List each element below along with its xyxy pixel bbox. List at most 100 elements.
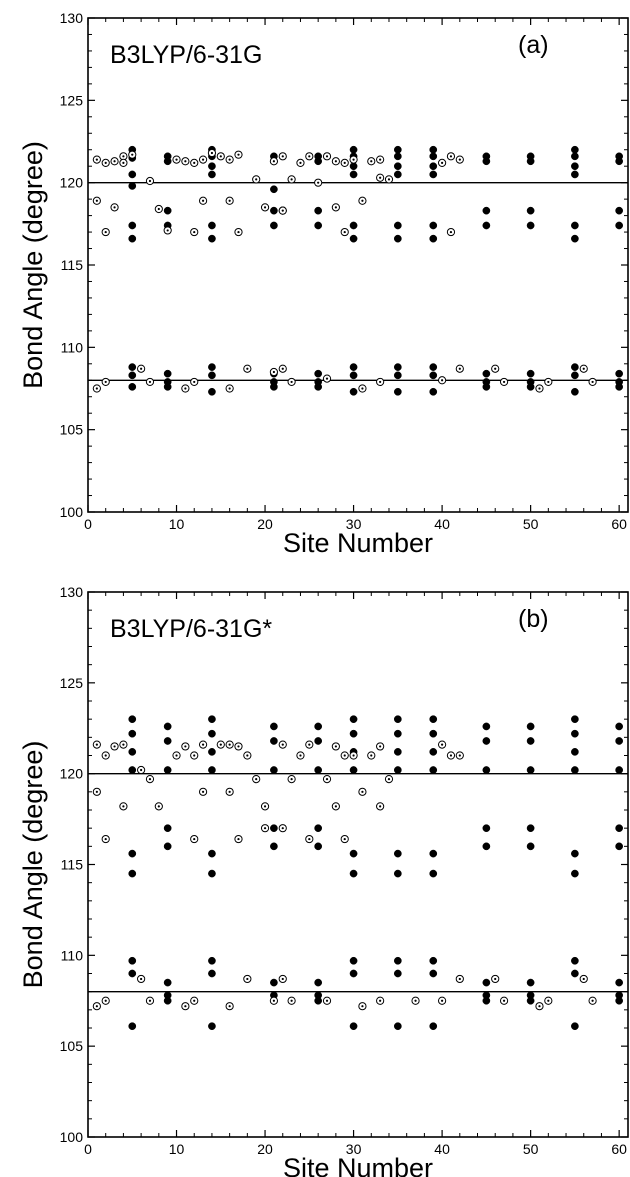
data-point-open-dot: [140, 367, 143, 370]
data-point-open-dot: [379, 380, 382, 384]
data-point-open-dot: [325, 155, 329, 158]
data-point-open-dot: [95, 790, 98, 793]
panel-a: 0 10 20 30 40 50 60 100 105 110 115 120 125 130 B3LYP…: [18, 10, 629, 558]
data-point-open-dot: [591, 380, 594, 384]
data-point-filled: [429, 145, 438, 154]
x-tick-label: 40: [434, 1141, 450, 1157]
data-point-filled: [128, 221, 137, 230]
data-point-filled: [393, 221, 402, 230]
data-point-filled: [163, 842, 172, 851]
data-point-filled: [393, 956, 402, 965]
data-point-filled: [314, 206, 323, 215]
data-point-filled: [349, 969, 358, 978]
data-point-open-dot: [263, 805, 267, 808]
data-point-filled: [482, 157, 491, 166]
data-point-filled: [349, 869, 358, 878]
data-point-filled: [526, 996, 535, 1005]
data-point-filled: [393, 152, 402, 161]
data-point-filled: [128, 363, 137, 371]
y-tick-label: 120: [60, 766, 84, 782]
data-point-open-dot: [449, 230, 453, 234]
data-point-open-dot: [175, 754, 178, 757]
data-points: [92, 145, 623, 396]
x-tick-label: 60: [611, 1141, 627, 1157]
data-point-open-dot: [458, 367, 461, 370]
data-point-open-dot: [343, 230, 346, 234]
x-tick-label: 20: [257, 1141, 273, 1157]
data-point-filled: [208, 748, 216, 756]
data-point-filled: [482, 996, 491, 1005]
x-tick-label: 30: [346, 516, 362, 532]
data-point-open-dot: [449, 155, 453, 158]
data-point-filled: [314, 383, 323, 391]
data-point-filled: [482, 766, 491, 774]
x-tick-label: 30: [346, 1141, 362, 1157]
data-point-open-dot: [272, 160, 276, 163]
data-point-open-dot: [281, 155, 284, 158]
data-point-filled: [163, 369, 172, 378]
data-point-open-dot: [228, 387, 231, 390]
data-point-filled: [270, 737, 278, 745]
data-point-open-dot: [281, 743, 284, 746]
panel-label: (b): [518, 605, 549, 633]
data-point-open-dot: [184, 160, 187, 163]
data-point-filled: [208, 849, 216, 858]
data-point-open-dot: [228, 158, 231, 161]
data-point-filled: [571, 729, 579, 738]
x-tick-label: 0: [84, 516, 92, 532]
data-point-filled: [615, 369, 623, 378]
data-point-filled: [314, 722, 323, 731]
data-point-filled: [270, 842, 278, 851]
data-point-filled: [571, 748, 579, 756]
data-point-filled: [393, 145, 402, 154]
data-point-filled: [314, 737, 323, 745]
data-point-open-dot: [193, 837, 196, 841]
data-point-filled: [208, 969, 216, 978]
data-point-filled: [349, 371, 358, 380]
data-point-open-dot: [246, 977, 249, 981]
data-point-filled: [429, 849, 438, 858]
data-point-open-dot: [538, 1005, 541, 1008]
data-point-filled: [163, 737, 172, 745]
data-point-filled: [349, 221, 358, 230]
data-point-open-dot: [299, 754, 302, 757]
panel-b: 0 10 20 30 40 50 60 100 105 110 115 120 125 130 B3LYP…: [18, 584, 629, 1177]
x-tick-label: 60: [611, 516, 627, 532]
data-point-open-dot: [440, 379, 444, 382]
data-point-filled: [163, 383, 172, 391]
data-point-filled: [270, 206, 278, 215]
data-point-open-dot: [414, 999, 417, 1002]
data-point-filled: [571, 371, 579, 380]
data-point-open-dot: [104, 754, 107, 757]
data-point-filled: [615, 206, 623, 215]
data-point-filled: [526, 824, 535, 833]
data-point-filled: [208, 170, 216, 179]
data-point-open-dot: [281, 209, 284, 212]
data-point-open-dot: [237, 837, 240, 841]
data-point-filled: [571, 145, 579, 154]
data-point-filled: [571, 956, 579, 965]
data-point-open-dot: [104, 999, 107, 1002]
data-point-open-dot: [122, 161, 125, 165]
data-point-filled: [571, 234, 579, 243]
data-point-filled: [270, 185, 278, 194]
panel-title: B3LYP/6-31G*: [110, 615, 272, 643]
data-point-filled: [615, 996, 623, 1005]
data-point-filled: [349, 170, 358, 179]
data-point-open-dot: [379, 176, 382, 179]
data-point-filled: [208, 234, 216, 243]
y-tick-label: 130: [60, 584, 84, 600]
data-point-filled: [571, 152, 579, 161]
data-point-filled: [349, 145, 358, 154]
data-point-filled: [208, 371, 216, 380]
y-tick-label: 120: [60, 175, 84, 191]
data-point-open-dot: [193, 161, 196, 165]
data-point-filled: [429, 152, 438, 161]
data-point-open-dot: [201, 199, 205, 202]
y-tick-label: 100: [60, 1129, 84, 1145]
data-point-open-dot: [334, 206, 337, 209]
data-point-open-dot: [379, 745, 382, 748]
data-point-filled: [163, 157, 172, 166]
y-tick-label: 100: [60, 504, 84, 520]
data-point-open-dot: [237, 230, 240, 234]
